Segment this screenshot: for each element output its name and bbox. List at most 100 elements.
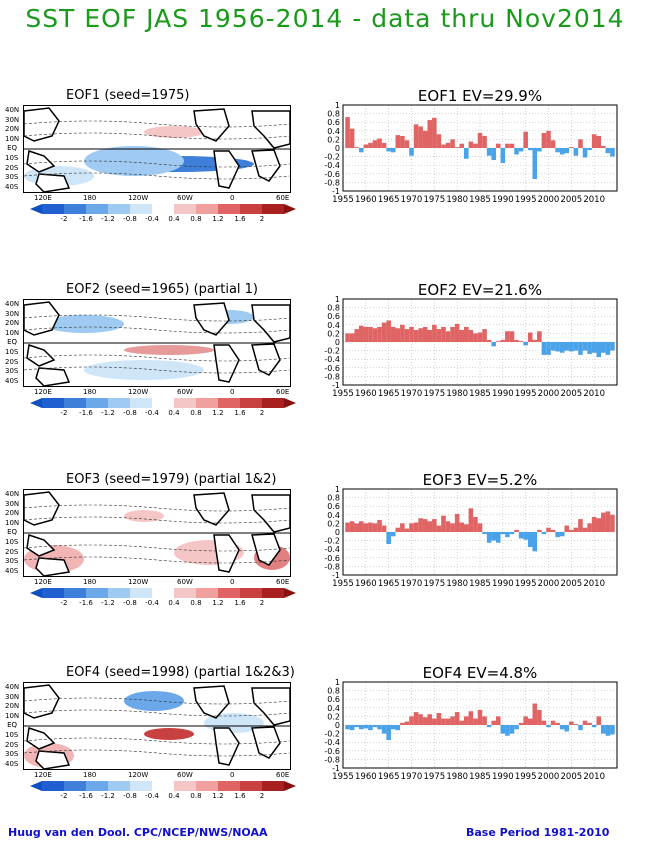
eof-bar: [477, 132, 483, 148]
sst-eof-map: [23, 489, 291, 577]
sst-eof-map: [23, 682, 291, 770]
eof-bar: [404, 528, 410, 532]
plot-frame: [342, 298, 618, 386]
eof-bar: [409, 148, 414, 156]
x-tick-label: 1965: [378, 389, 400, 399]
colorbar-label: -1.6: [79, 599, 93, 607]
eof-bar: [468, 711, 474, 725]
eof-bar: [413, 329, 419, 342]
colorbar-max-arrow: [284, 781, 296, 791]
eof-bar: [459, 329, 465, 342]
eof-bar: [605, 148, 611, 154]
eof-bar: [441, 144, 446, 148]
x-tick-label: 1960: [355, 772, 377, 782]
longitude-label: 120E: [34, 388, 52, 396]
eof-bar: [482, 532, 487, 535]
eof-bar: [500, 339, 506, 342]
eof-bar: [468, 329, 474, 342]
plot-frame: [342, 104, 618, 192]
x-tick-label: 2000: [538, 772, 560, 782]
eof-bar: [500, 532, 506, 535]
eof-bar: [436, 329, 442, 342]
eof-bar: [390, 326, 396, 342]
eof-bar: [495, 341, 501, 342]
colorbar-label: -1.6: [79, 409, 93, 417]
coastline: [24, 301, 60, 336]
eof-bar: [349, 521, 355, 532]
coastline: [193, 492, 230, 526]
eof-bar: [368, 725, 373, 731]
eof-bar: [445, 331, 451, 342]
eof-bar: [390, 148, 396, 153]
eof-bar: [422, 130, 428, 148]
eof-bar: [454, 323, 460, 342]
eof-bar: [509, 725, 515, 734]
eof-bar: [363, 144, 369, 148]
longitude-label: 0: [230, 771, 235, 779]
contour-line: [24, 544, 290, 552]
eof-bar: [409, 523, 414, 532]
colorbar-swatch: [240, 398, 262, 408]
latitude-label: 40N: [5, 300, 20, 308]
eof-bar: [450, 326, 455, 342]
y-tick-label: 0: [335, 338, 340, 347]
x-tick-label: 2010: [583, 772, 605, 782]
eof-bar: [537, 148, 542, 152]
y-tick-label: -1: [332, 381, 340, 390]
eof-bar: [518, 148, 524, 152]
latitude-label: EQ: [7, 338, 17, 347]
longitude-label: 120W: [128, 388, 149, 396]
eof-bar: [564, 525, 570, 532]
anomaly-shading: [84, 146, 184, 176]
footer-credit: Huug van den Dool. CPC/NCEP/NWS/NOAA: [8, 826, 268, 839]
latitude-label: 20N: [5, 125, 20, 134]
eof-bar: [436, 712, 442, 725]
eof-bar: [495, 143, 501, 148]
eof-bar: [454, 712, 460, 725]
eof-bar: [390, 725, 396, 730]
sst-eof-map: [23, 105, 291, 193]
eof-bar: [422, 519, 428, 532]
eof-bar: [482, 329, 487, 342]
longitude-label: 120W: [128, 578, 149, 586]
latitude-label: 40N: [5, 106, 20, 114]
colorbar-swatch: [152, 204, 174, 214]
longitude-label: 120W: [128, 771, 149, 779]
colorbar-min-arrow: [30, 398, 42, 408]
colorbar-label: -0.8: [123, 792, 137, 800]
colorbar-swatch: [262, 588, 284, 598]
x-tick-label: 1975: [424, 772, 446, 782]
eof-bar: [537, 331, 542, 342]
coastline: [251, 687, 290, 726]
x-tick-label: 2010: [583, 389, 605, 399]
colorbar-swatch: [262, 204, 284, 214]
eof-bar: [427, 329, 433, 342]
eof-bar: [345, 333, 350, 342]
latitude-label: 40S: [5, 182, 19, 191]
coastline: [251, 304, 290, 343]
eof-bar: [518, 532, 524, 539]
y-tick-label: 1: [335, 485, 340, 494]
contour-line: [24, 160, 290, 168]
map-title: EOF1 (seed=1975): [66, 88, 190, 103]
coastline: [213, 727, 240, 766]
y-tick-label: -0.8: [324, 755, 340, 764]
eof-bar: [537, 529, 542, 532]
x-tick-label: 1995: [515, 195, 537, 205]
eof-bar: [569, 147, 574, 148]
eof-bar: [427, 521, 433, 532]
eof-bar: [601, 725, 606, 734]
eof-bar: [445, 521, 451, 532]
x-tick-label: 1980: [446, 389, 468, 399]
colorbar-swatch: [174, 588, 196, 598]
eof-bar: [578, 519, 583, 532]
eof-bar: [605, 342, 611, 355]
latitude-label: 30N: [5, 692, 20, 701]
colorbar-swatch: [262, 398, 284, 408]
eof-bar: [349, 128, 355, 148]
eof-bar: [505, 725, 510, 736]
eof-bar: [464, 326, 469, 342]
x-tick-label: 1995: [515, 389, 537, 399]
eof-bar: [454, 513, 460, 532]
